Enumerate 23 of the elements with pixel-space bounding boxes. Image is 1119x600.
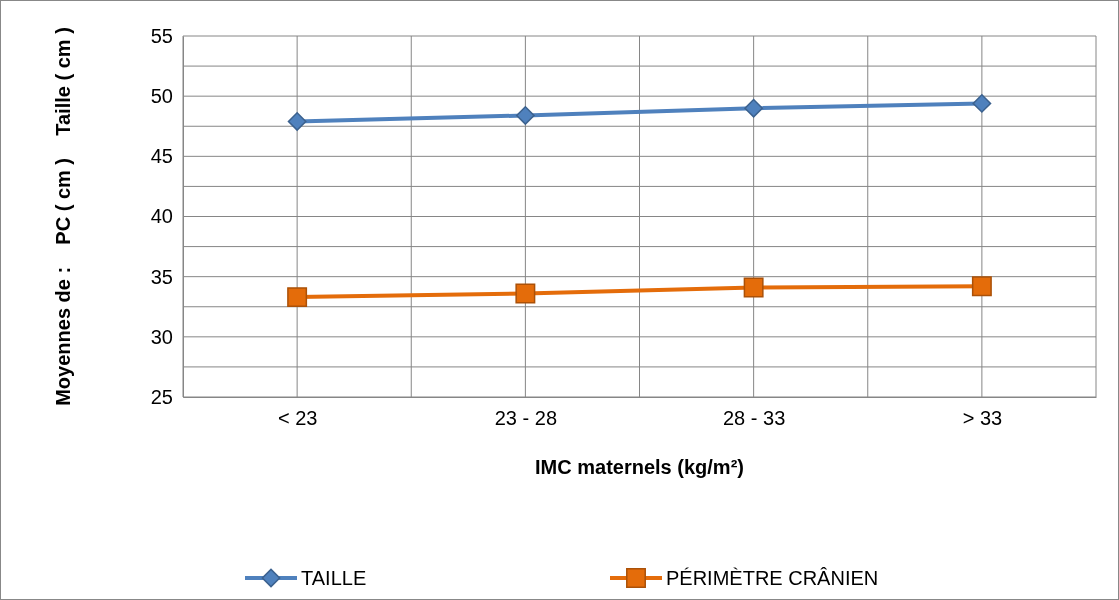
y-tick-label: 45 [150, 145, 173, 168]
x-tick-label: > 33 [962, 407, 1003, 430]
y-tick-label: 40 [150, 205, 173, 228]
point [744, 98, 764, 118]
point [971, 276, 992, 297]
y-tick-label: 35 [150, 265, 173, 288]
point [287, 112, 307, 131]
legend-label: PÉRIMÈTRE CRÂNIEN [666, 567, 879, 589]
point [515, 106, 535, 125]
y-axis-title: Moyennes de : PC ( cm ) Taille ( cm ) [52, 27, 74, 406]
x-tick-label: < 23 [277, 407, 318, 430]
point [972, 93, 992, 113]
point [515, 283, 536, 304]
x-tick-label: 23 - 28 [494, 407, 558, 430]
point [743, 277, 764, 298]
point [287, 287, 308, 308]
x-axis-title: IMC maternels (kg/m²) [535, 456, 744, 478]
y-tick-label: 50 [150, 85, 173, 108]
y-tick-label: 55 [150, 24, 173, 47]
y-tick-label: 30 [150, 325, 173, 348]
y-tick-label: 25 [150, 385, 173, 408]
legend-label: TAILLE [301, 567, 367, 589]
x-tick-label: 28 - 33 [722, 407, 786, 430]
